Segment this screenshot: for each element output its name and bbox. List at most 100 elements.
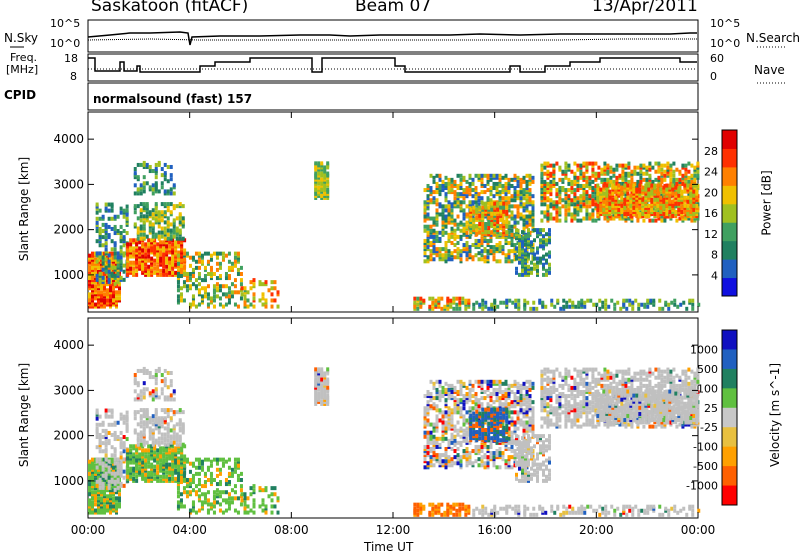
velocity-cell — [151, 389, 155, 394]
velocity-cell — [160, 379, 164, 384]
velocity-cell — [101, 463, 105, 468]
power-cell — [129, 262, 133, 267]
power-cell — [317, 187, 321, 192]
power-cell — [605, 212, 609, 217]
power-cell — [480, 181, 484, 186]
power-cell — [522, 177, 526, 182]
velocity-cell — [115, 463, 118, 468]
power-cell — [502, 205, 506, 210]
power-cell — [468, 175, 472, 180]
power-cell — [606, 163, 610, 168]
velocity-cell — [423, 430, 427, 435]
power-cell — [552, 165, 556, 170]
power-cell — [689, 203, 693, 208]
power-cell — [157, 189, 161, 194]
power-cell — [468, 204, 472, 209]
power-cell — [432, 179, 436, 184]
velocity-cell — [91, 496, 94, 501]
power-cell — [163, 191, 167, 196]
power-cell — [174, 258, 178, 263]
power-cell — [147, 268, 151, 273]
power-cell — [132, 266, 136, 271]
velocity-cell — [104, 412, 108, 417]
power-cell — [552, 200, 556, 205]
power-cell — [623, 212, 627, 217]
power-cell — [484, 300, 488, 305]
power-cell — [539, 238, 542, 243]
power-cell — [665, 189, 669, 194]
velocity-cell — [95, 416, 99, 421]
power-cell — [596, 214, 600, 219]
power-cell — [429, 234, 433, 239]
power-cell — [169, 212, 173, 217]
power-cell — [626, 212, 630, 217]
power-cell — [163, 220, 167, 225]
power-cell — [326, 187, 330, 192]
power-cell — [138, 264, 142, 269]
velocity-cell — [423, 394, 427, 399]
velocity-cell — [135, 454, 139, 459]
power-cell — [429, 257, 433, 262]
velocity-cell — [426, 408, 430, 413]
velocity-cell — [116, 471, 120, 476]
velocity-cell — [163, 410, 167, 415]
power-cell — [507, 249, 511, 254]
power-cell — [522, 175, 526, 180]
power-cell — [594, 177, 598, 182]
power-cell — [495, 188, 499, 193]
velocity-cell — [163, 420, 167, 425]
power-cell — [437, 302, 441, 307]
power-cell — [252, 292, 256, 297]
power-cell — [91, 288, 94, 293]
power-cell — [552, 204, 556, 209]
power-cell — [525, 183, 529, 188]
velocity-cell — [118, 502, 121, 507]
velocity-cell — [109, 504, 112, 509]
power-cell — [533, 238, 536, 243]
velocity-cell — [94, 494, 97, 499]
velocity-cell — [270, 486, 274, 491]
power-cell — [591, 169, 595, 174]
velocity-cell — [150, 464, 154, 469]
power-cell — [432, 240, 436, 245]
power-cell — [558, 177, 562, 182]
power-cell — [469, 219, 473, 224]
power-cell — [125, 204, 129, 209]
power-cell — [429, 249, 433, 254]
power-cell — [144, 262, 148, 267]
velocity-cell — [426, 420, 430, 425]
velocity-cell — [88, 506, 91, 511]
velocity-cell — [88, 510, 91, 515]
velocity-cell — [148, 370, 152, 375]
power-cell — [97, 304, 100, 309]
power-cell — [662, 212, 666, 217]
power-cell — [456, 222, 460, 227]
power-cell — [636, 165, 640, 170]
power-cell — [144, 268, 148, 273]
velocity-cell — [129, 450, 133, 455]
power-cell — [154, 216, 158, 221]
power-cell — [515, 230, 518, 235]
velocity-cell — [150, 462, 154, 467]
power-cell — [518, 236, 521, 241]
velocity-cell — [179, 492, 183, 497]
power-cell — [426, 230, 430, 235]
power-cell — [230, 282, 234, 287]
power-cell — [163, 226, 167, 231]
velocity-cell — [437, 506, 441, 511]
velocity-cell — [144, 464, 148, 469]
power-cell — [157, 214, 161, 219]
power-cell — [548, 266, 551, 271]
velocity-cell — [175, 422, 179, 427]
power-cell — [444, 216, 448, 221]
power-cell — [662, 187, 666, 192]
power-cell — [104, 208, 108, 213]
velocity-cell — [139, 434, 143, 439]
power-cell — [669, 167, 673, 172]
power-cell — [88, 269, 91, 274]
power-cell — [243, 288, 247, 293]
power-cell — [426, 204, 430, 209]
velocity-cell — [119, 471, 123, 476]
velocity-cell — [426, 418, 430, 423]
power-cell — [507, 240, 511, 245]
